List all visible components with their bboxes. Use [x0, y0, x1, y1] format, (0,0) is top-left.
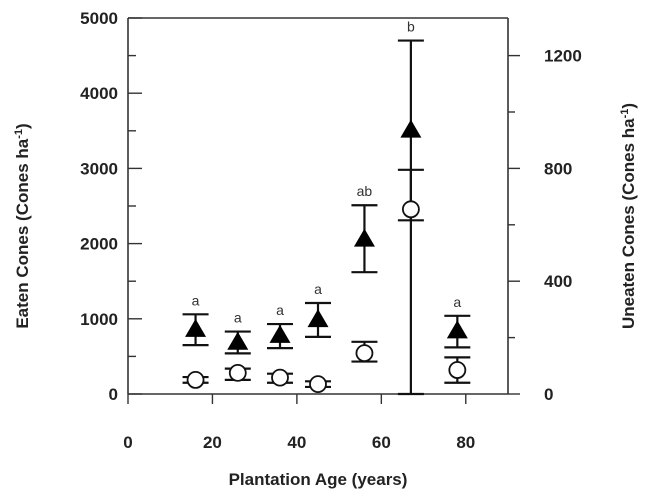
- significance-letter: a: [234, 310, 242, 326]
- x-tick-label: 80: [456, 433, 475, 452]
- significance-letter: a: [192, 292, 200, 308]
- x-axis-title: Plantation Age (years): [229, 470, 408, 489]
- right-y-axis-title-close: ): [619, 103, 638, 109]
- ticks: [127, 17, 520, 404]
- circle-point: [448, 361, 467, 379]
- left-y-tick-label: 0: [109, 385, 118, 404]
- circle-point: [309, 375, 327, 394]
- significance-letter: a: [453, 294, 461, 310]
- circle-point: [228, 363, 247, 382]
- right-y-axis-title-sup: -1: [619, 109, 631, 119]
- significance-letter: b: [407, 19, 415, 35]
- right-y-tick-label: 400: [544, 272, 572, 291]
- right-y-axis-title-main: Uneaten Cones (Cones ha: [619, 118, 638, 329]
- x-tick-label: 40: [287, 433, 306, 452]
- filled-triangle-series: a a a a ab b a: [182, 19, 471, 355]
- open-circle-series: [182, 168, 471, 396]
- right-y-axis-title: Uneaten Cones (Cones ha-1): [619, 103, 638, 329]
- triangle-point: [400, 119, 422, 138]
- left-y-tick-label: 3000: [80, 159, 118, 178]
- triangle-point: [353, 228, 375, 247]
- right-y-tick-label: 1200: [544, 47, 582, 66]
- triangle-point: [446, 320, 468, 339]
- circle-point: [355, 344, 374, 363]
- left-y-tick-label: 1000: [80, 310, 118, 329]
- left-y-tick-label: 5000: [80, 9, 118, 28]
- circle-point: [401, 200, 420, 219]
- x-tick-label: 60: [372, 433, 391, 452]
- circle-point: [271, 368, 289, 387]
- circle-point: [186, 370, 205, 389]
- data-marks: a a a a ab b a: [182, 19, 471, 396]
- left-y-axis-title: Eaten Cones (Cones ha-1): [13, 123, 32, 328]
- significance-letter: a: [276, 302, 284, 318]
- right-y-tick-label: 0: [544, 385, 553, 404]
- tick-labels: 0 1000 2000 3000 4000 5000 0 400 800 1200 0 20 40 60 8…: [80, 9, 582, 452]
- significance-letter: ab: [357, 183, 373, 199]
- left-y-axis-title-main: Eaten Cones (Cones ha: [13, 138, 32, 328]
- left-y-axis-title-sup: -1: [13, 129, 25, 139]
- x-tick-label: 20: [203, 433, 222, 452]
- triangle-point: [185, 318, 207, 337]
- triangle-point: [269, 324, 291, 343]
- left-y-axis-title-close: ): [13, 123, 32, 129]
- left-y-tick-label: 4000: [80, 84, 118, 103]
- triangle-point: [307, 309, 329, 328]
- left-y-tick-label: 2000: [80, 235, 118, 254]
- triangle-point: [227, 331, 249, 350]
- right-y-tick-label: 800: [544, 159, 572, 178]
- x-tick-label: 0: [123, 433, 132, 452]
- significance-letter: a: [314, 281, 322, 297]
